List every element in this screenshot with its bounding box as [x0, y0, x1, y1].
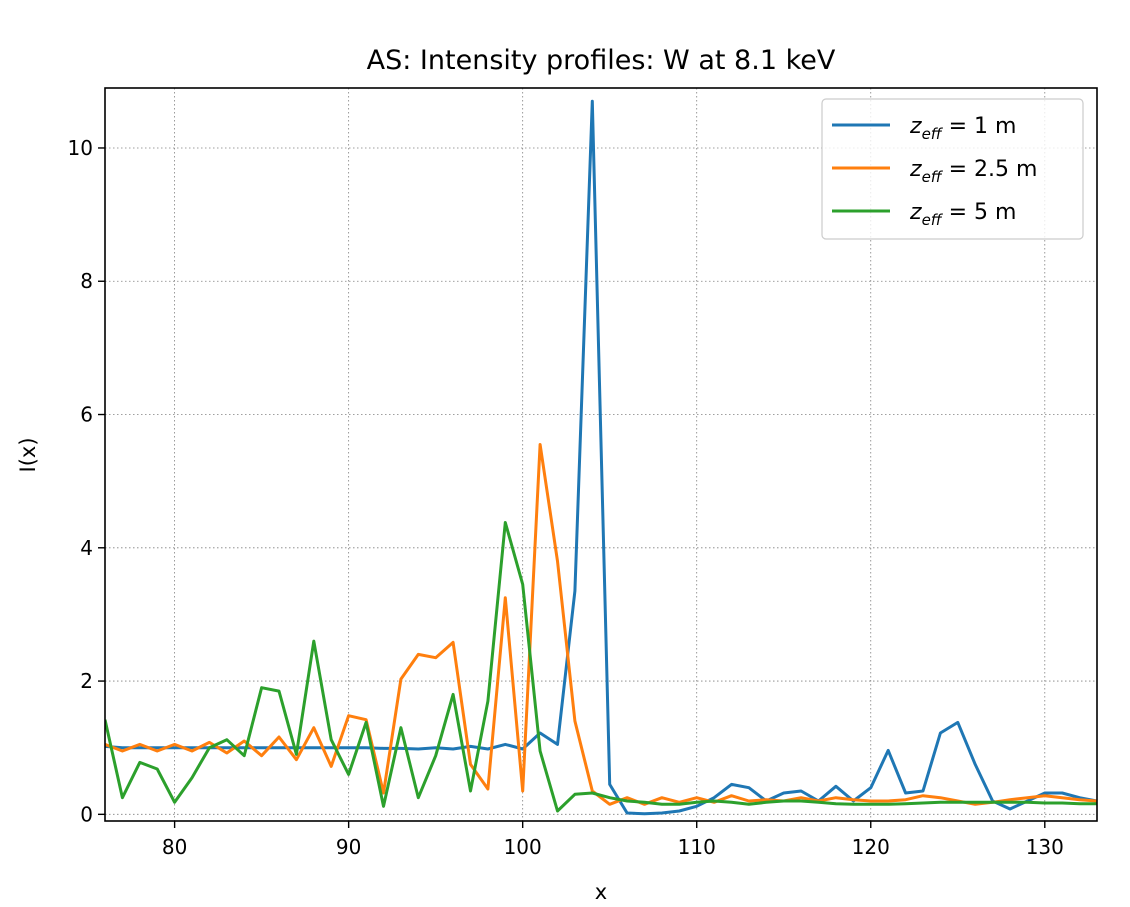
x-tick-label: 90: [336, 835, 361, 859]
series-line-3: [105, 521, 1097, 813]
legend-label: = 2.5 m: [942, 157, 1038, 182]
legend-entry: zeff = 5 m: [909, 200, 1016, 229]
legend-label: = 1 m: [942, 114, 1017, 139]
legend-var: z: [909, 157, 922, 182]
chart-title: AS: Intensity profiles: W at 8.1 keV: [367, 45, 836, 76]
series-layer: [105, 99, 1097, 816]
y-tick-label: 2: [80, 669, 93, 693]
x-tick-label: 100: [504, 835, 542, 859]
y-tick-label: 4: [80, 536, 93, 560]
x-axis-title: x: [595, 880, 607, 904]
legend-var: z: [909, 200, 922, 225]
x-tick-label: 120: [852, 835, 890, 859]
legend-subscript: eff: [922, 125, 944, 143]
plot-frame: [104, 87, 1098, 822]
legend-entry: zeff = 2.5 m: [909, 157, 1037, 186]
axis-ticks: 80 90 100 110 120 130 0 2 4 6 8 10: [68, 136, 1064, 859]
legend-subscript: eff: [922, 168, 944, 186]
y-axis-title: I(x): [16, 437, 40, 472]
legend-box: [821, 98, 1084, 240]
legend-subscript: eff: [922, 211, 944, 229]
y-tick-label: 0: [80, 802, 93, 826]
x-tick-label: 130: [1026, 835, 1064, 859]
legend-label: = 5 m: [942, 200, 1017, 225]
x-tick-label: 80: [162, 835, 187, 859]
series-line-2: [105, 443, 1097, 806]
y-tick-label: 6: [80, 403, 93, 427]
y-tick-label: 10: [68, 136, 93, 160]
legend-entry: zeff = 1 m: [909, 114, 1016, 143]
legend-var: z: [909, 114, 922, 139]
x-tick-label: 110: [678, 835, 716, 859]
y-tick-label: 8: [80, 269, 93, 293]
